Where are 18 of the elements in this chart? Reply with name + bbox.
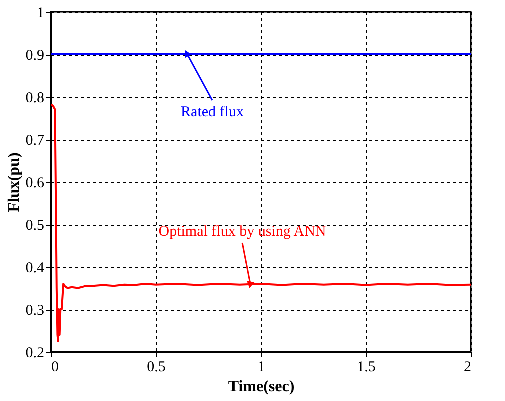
- y-axis-title: Flux(pu): [6, 152, 23, 212]
- y-tick-label: 0.6: [26, 176, 45, 192]
- annotation: Optimal flux by using ANN: [158, 224, 326, 240]
- y-tick-label: 1: [37, 6, 44, 22]
- y-tick-label: 0.9: [26, 48, 44, 64]
- y-tick-label: 0.3: [26, 303, 44, 319]
- x-tick-label: 0.5: [147, 360, 166, 376]
- y-tick-label: 0.2: [26, 346, 44, 362]
- x-tick-label: 1.5: [357, 360, 376, 376]
- x-tick-label: 1: [258, 360, 266, 376]
- x-axis-title: Time(sec): [228, 378, 295, 396]
- x-tick-label: 0: [52, 360, 59, 376]
- y-tick-label: 0.7: [26, 133, 45, 149]
- annotation: Rated flux: [181, 104, 244, 120]
- y-tick-label: 0.8: [26, 90, 44, 106]
- x-tick-label: 2: [464, 360, 472, 376]
- y-tick-label: 0.4: [26, 260, 45, 276]
- y-tick-label: 0.5: [26, 218, 44, 234]
